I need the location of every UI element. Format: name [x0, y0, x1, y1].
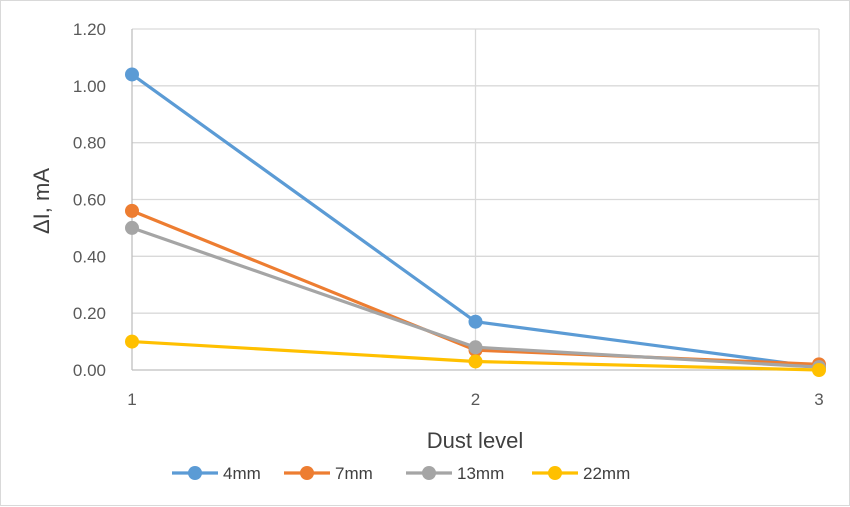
x-tick-label: 2	[471, 390, 480, 409]
data-point	[125, 220, 139, 235]
y-tick-label: 0.40	[73, 247, 106, 266]
legend-marker	[188, 466, 202, 480]
series-4mm	[125, 67, 826, 375]
data-point	[812, 363, 826, 377]
data-point	[468, 340, 483, 355]
y-tick-labels: 0.00 0.20 0.40 0.60 0.80 1.00 1.20	[73, 20, 106, 380]
x-axis-title: Dust level	[427, 428, 524, 453]
data-point	[125, 334, 139, 349]
y-tick-label: 1.00	[73, 77, 106, 96]
legend-marker	[300, 466, 314, 480]
legend-item-22mm: 22mm	[532, 464, 630, 483]
axes	[131, 29, 819, 371]
y-tick-label: 0.80	[73, 134, 106, 153]
legend-label: 4mm	[223, 464, 261, 483]
x-tick-labels: 1 2 3	[127, 390, 823, 409]
legend-item-13mm: 13mm	[406, 464, 504, 483]
legend: 4mm 7mm 13mm 22mm	[172, 464, 630, 483]
legend-item-7mm: 7mm	[284, 464, 373, 483]
y-tick-label: 0.60	[73, 191, 106, 210]
y-tick-label: 0.00	[73, 361, 106, 380]
y-tick-label: 1.20	[73, 20, 106, 39]
y-axis-title: ΔI, mA	[29, 168, 54, 234]
x-tick-label: 3	[814, 390, 823, 409]
legend-marker	[422, 466, 436, 480]
legend-label: 13mm	[457, 464, 504, 483]
series-22mm	[125, 334, 826, 377]
legend-item-4mm: 4mm	[172, 464, 261, 483]
legend-label: 7mm	[335, 464, 373, 483]
data-point	[125, 67, 139, 82]
data-point	[468, 354, 483, 369]
series-lines	[125, 67, 826, 377]
legend-marker	[548, 466, 562, 480]
y-tick-label: 0.20	[73, 304, 106, 323]
x-tick-label: 1	[127, 390, 136, 409]
data-point	[468, 314, 483, 329]
legend-label: 22mm	[583, 464, 630, 483]
data-point	[125, 203, 139, 218]
